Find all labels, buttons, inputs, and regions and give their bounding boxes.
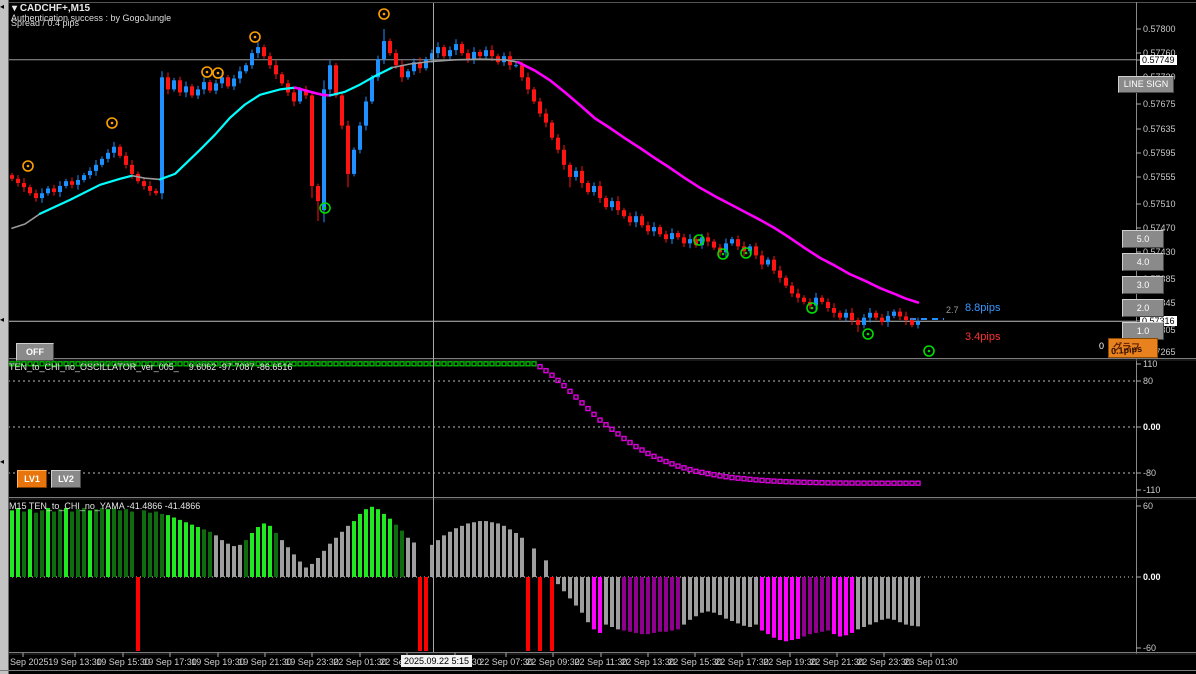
lv1-button[interactable]: LV1 bbox=[17, 470, 47, 488]
splitter-arrow-icon[interactable]: ◂ bbox=[0, 315, 5, 324]
sell-signal-icon bbox=[806, 302, 818, 314]
sell-signal-icon bbox=[923, 345, 935, 357]
price-axis-label: 0.57430 bbox=[1143, 247, 1176, 257]
buy-signal-icon bbox=[106, 117, 118, 129]
time-axis-label: 19 Sep 15:30 bbox=[96, 657, 150, 667]
left-splitter-strip[interactable] bbox=[0, 0, 9, 674]
sell-signal-icon bbox=[319, 202, 331, 214]
crosshair-time-box: 2025.09.22 5:15 bbox=[401, 655, 473, 667]
time-axis-label: 22 Sep 01:30 bbox=[333, 657, 387, 667]
level-button-4.0[interactable]: 4.0 bbox=[1122, 253, 1164, 271]
time-axis-label: 22 Sep 23:30 bbox=[857, 657, 911, 667]
buy-signal-icon bbox=[22, 160, 34, 172]
sell-signal-icon bbox=[740, 247, 752, 259]
measure-down-pips-label: 3.4pips bbox=[965, 331, 1001, 343]
yama-histogram bbox=[8, 506, 1135, 651]
sell-signal-icon bbox=[862, 328, 874, 340]
yama-axis-label: -60 bbox=[1143, 643, 1157, 653]
time-axis-label: 22 Sep 07:30 bbox=[479, 657, 533, 667]
price-axis-label: 0.57595 bbox=[1143, 148, 1176, 158]
splitter-arrow-icon[interactable]: ◂ bbox=[0, 457, 5, 466]
time-axis-label: 19 Sep 13:30 bbox=[48, 657, 102, 667]
time-axis-label: 19 Sep 17:30 bbox=[143, 657, 197, 667]
oscillator-axis-label: 0.00 bbox=[1143, 422, 1161, 432]
price-axis-label: 0.57555 bbox=[1143, 172, 1176, 182]
line-sign-button[interactable]: LINE SIGN bbox=[1118, 76, 1174, 93]
time-axis-label: 22 Sep 11:30 bbox=[574, 657, 628, 667]
price-tag-label: 0.57749 bbox=[1140, 55, 1177, 65]
oscillator-axis-label: 110 bbox=[1143, 359, 1158, 369]
buy-signal-icon bbox=[212, 67, 224, 79]
badge-text-1: グラフ bbox=[1113, 342, 1141, 352]
chart-menu-arrow-icon[interactable]: ▾ bbox=[12, 3, 18, 14]
time-axis-label: 22 Sep 17:30 bbox=[715, 657, 769, 667]
price-axis-label: 0.57760 bbox=[1143, 48, 1176, 58]
time-axis-label: 22 Sep 19:30 bbox=[763, 657, 817, 667]
price-axis-label: 0.57265 bbox=[1143, 347, 1176, 357]
window-bottom-edge bbox=[0, 670, 1196, 671]
candlesticks bbox=[10, 29, 920, 333]
time-axis-label: 19 Sep 2025 bbox=[0, 657, 49, 667]
off-button[interactable]: OFF bbox=[16, 343, 54, 361]
oscillator-pane-values: 9.6062 -97.7087 -86.6516 bbox=[188, 362, 293, 372]
price-lines bbox=[8, 59, 1136, 322]
oscillator-axis-label: 80 bbox=[1143, 376, 1154, 386]
time-axis-label: 22 Sep 13:30 bbox=[621, 657, 675, 667]
buy-signal-icon bbox=[201, 66, 213, 78]
badge-text-2: 0.1pips bbox=[1110, 343, 1143, 357]
time-axis-label: 23 Sep 01:30 bbox=[904, 657, 958, 667]
buy-signal-icon bbox=[378, 8, 390, 20]
time-axis-label: 22 Sep 21:30 bbox=[810, 657, 864, 667]
oscillator-plot bbox=[8, 361, 1135, 486]
price-axis-label: 0.57470 bbox=[1143, 223, 1176, 233]
axis-ticks bbox=[22, 28, 1141, 657]
price-axis-label: 0.57635 bbox=[1143, 124, 1176, 134]
time-axis-label: 22 Sep 15:30 bbox=[668, 657, 722, 667]
pane-borders bbox=[0, 2, 1196, 655]
price-axis-label: 0.57800 bbox=[1143, 24, 1176, 34]
measure-up-pips-label: 8.8pips bbox=[965, 302, 1001, 314]
spread-text: Spread / 0.4 pips bbox=[11, 18, 80, 28]
moving-averages bbox=[11, 58, 920, 304]
buy-signal-icon bbox=[249, 31, 261, 43]
time-axis-label: 19 Sep 21:30 bbox=[238, 657, 292, 667]
level-button-5.0[interactable]: 5.0 bbox=[1122, 230, 1164, 248]
time-axis-label: 22 Sep 09:30 bbox=[526, 657, 580, 667]
sell-signal-icon bbox=[717, 248, 729, 260]
symbol-title: ▾ CADCHF+,M15 bbox=[12, 3, 91, 14]
price-axis-label: 0.57510 bbox=[1143, 199, 1176, 209]
price-tag-label: 0.57316 bbox=[1140, 316, 1177, 326]
badge-prefix-value: 0 bbox=[1099, 341, 1105, 351]
time-axis-label: 19 Sep 19:30 bbox=[191, 657, 245, 667]
price-axis-label: 0.57675 bbox=[1143, 99, 1176, 109]
measure-ratio-label: 2.7 bbox=[946, 305, 959, 315]
splitter-arrow-icon[interactable]: ◂ bbox=[0, 2, 5, 11]
auth-status-text: Authentication success : by GogoJungle bbox=[11, 13, 172, 23]
yama-pane-title: M15 TEN_to_CHI_no_YAMA -41.4866 -41.4866 bbox=[9, 501, 201, 511]
level-button-3.0[interactable]: 3.0 bbox=[1122, 276, 1164, 294]
signal-markers bbox=[22, 8, 935, 357]
lv2-button[interactable]: LV2 bbox=[51, 470, 81, 488]
oscillator-axis-label: -110 bbox=[1143, 485, 1161, 495]
yama-axis-label: 60 bbox=[1143, 501, 1154, 511]
pips-badge-button[interactable]: グラフ 0.1pips bbox=[1108, 338, 1158, 358]
oscillator-pane-title: TEN_to_CHI_no_OSCILLATOR_ver_005_ bbox=[9, 362, 179, 372]
level-button-2.0[interactable]: 2.0 bbox=[1122, 299, 1164, 317]
yama-axis-label: 0.00 bbox=[1143, 572, 1161, 582]
sell-signal-icon bbox=[693, 234, 705, 246]
time-axis-label: 19 Sep 23:30 bbox=[285, 657, 339, 667]
oscillator-axis-label: -80 bbox=[1143, 468, 1157, 478]
